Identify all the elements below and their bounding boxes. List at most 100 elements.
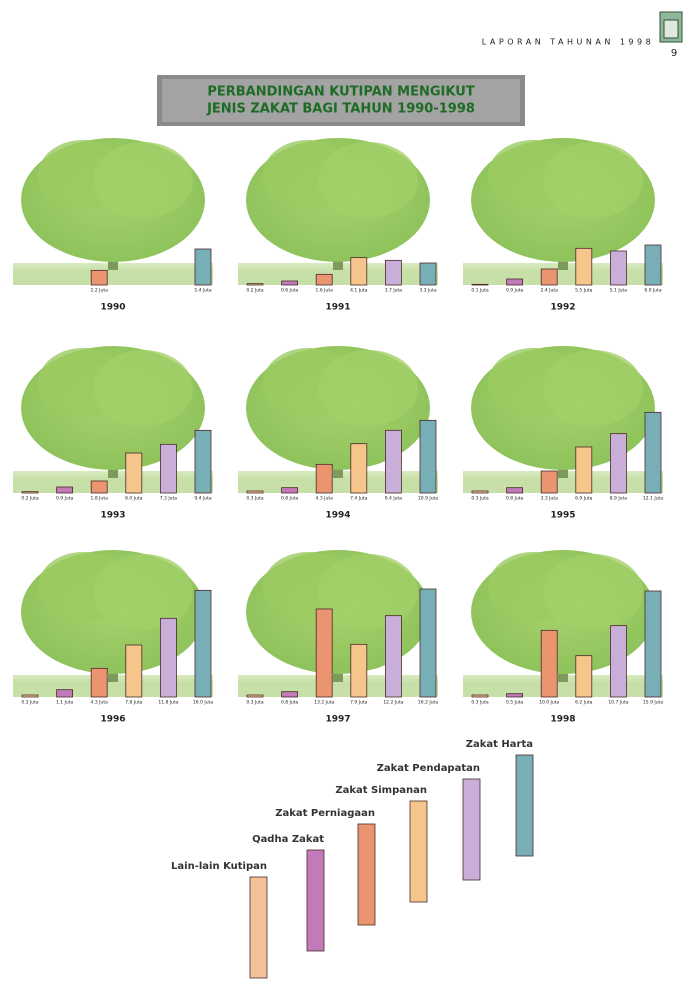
- ground: [13, 481, 213, 493]
- bar: [644, 590, 662, 698]
- chart-year: 1990: [100, 303, 125, 313]
- chart-year: 1996: [100, 715, 125, 725]
- crown: [318, 554, 418, 630]
- bar: [194, 429, 212, 494]
- value-label: 9.4 Juta: [385, 496, 403, 502]
- bar: [644, 411, 662, 494]
- ground: [463, 481, 663, 493]
- bar: [246, 694, 264, 698]
- bar: [350, 643, 368, 698]
- value-label: 9.4 Juta: [194, 496, 212, 502]
- bar: [90, 269, 108, 286]
- legend-label: Zakat Pendapatan: [377, 763, 480, 774]
- value-label: 11.8 Juta: [158, 700, 178, 706]
- value-label: 0.8 Juta: [506, 496, 524, 502]
- bar: [194, 248, 212, 286]
- value-label: 12.1 Juta: [643, 496, 663, 502]
- bar: [540, 268, 558, 286]
- value-label: 8.9 Juta: [610, 496, 628, 502]
- bar: [644, 244, 662, 286]
- tree-background: [238, 138, 438, 285]
- legend-swatch: [515, 754, 534, 857]
- value-label: 7.3 Juta: [160, 496, 178, 502]
- bar: [575, 655, 593, 698]
- title-line: PERBANDINGAN KUTIPAN MENGIKUT: [207, 85, 474, 100]
- value-label: 1.8 Juta: [91, 496, 109, 502]
- bar: [471, 490, 489, 494]
- bar: [471, 694, 489, 698]
- title-box: PERBANDINGAN KUTIPAN MENGIKUT JENIS ZAKA…: [157, 75, 525, 126]
- chart-year: 1991: [325, 303, 350, 313]
- logo: [659, 11, 683, 43]
- ground: [238, 481, 438, 493]
- bar: [194, 589, 212, 698]
- bar: [315, 608, 333, 698]
- tree-background: [238, 550, 438, 697]
- chart-year: 1997: [325, 715, 350, 725]
- value-label: 15.9 Juta: [643, 700, 663, 706]
- crown: [318, 142, 418, 218]
- crown: [543, 554, 643, 630]
- ground: [13, 273, 213, 285]
- ground: [13, 685, 213, 697]
- legend-label: Zakat Harta: [466, 739, 533, 750]
- value-label: 0.2 Juta: [246, 288, 264, 294]
- value-label: 5.4 Juta: [194, 288, 212, 294]
- value-label: 6.0 Juta: [125, 496, 143, 502]
- header-text: LAPORAN TAHUNAN 1998: [482, 38, 654, 47]
- value-label: 4.3 Juta: [91, 700, 109, 706]
- bar: [125, 644, 143, 698]
- crown: [543, 142, 643, 218]
- legend-swatch: [249, 876, 268, 979]
- value-label: 5.5 Juta: [575, 288, 593, 294]
- bar: [610, 433, 627, 494]
- bar: [56, 689, 73, 698]
- bar: [575, 446, 593, 494]
- bar: [610, 250, 627, 286]
- bar: [419, 262, 437, 286]
- chart-year: 1998: [550, 715, 575, 725]
- crown: [93, 554, 193, 630]
- bar: [506, 487, 524, 494]
- value-label: 4.1 Juta: [350, 288, 368, 294]
- page-number: 9: [671, 48, 677, 59]
- value-label: 10.7 Juta: [608, 700, 628, 706]
- crown: [93, 350, 193, 426]
- value-label: 1.1 Juta: [56, 700, 74, 706]
- charts: 2.2 Juta 5.4 Juta 1990 0.2 Juta 0.6 Juta 1.6 …: [13, 138, 663, 725]
- value-label: 0.8 Juta: [281, 496, 299, 502]
- value-label: 3.3 Juta: [419, 288, 437, 294]
- bar: [56, 486, 73, 494]
- value-label: 6.0 Juta: [644, 288, 662, 294]
- value-label: 0.9 Juta: [56, 496, 74, 502]
- bar: [384, 429, 402, 494]
- bar: [315, 273, 333, 286]
- legend-label: Qadha Zakat: [252, 834, 324, 845]
- value-label: 7.9 Juta: [350, 700, 368, 706]
- value-label: 4.3 Juta: [316, 496, 334, 502]
- bar: [384, 259, 402, 286]
- tree-background: [13, 346, 213, 493]
- crown: [318, 350, 418, 426]
- value-label: 0.5 Juta: [506, 700, 524, 706]
- value-label: 3.7 Juta: [385, 288, 403, 294]
- bar: [21, 491, 39, 494]
- value-label: 0.3 Juta: [471, 496, 489, 502]
- value-label: 0.9 Juta: [506, 288, 524, 294]
- ground: [463, 273, 663, 285]
- legend: Lain-lain Kutipan Qadha Zakat Zakat Pernia…: [171, 739, 534, 979]
- value-label: 10.0 Juta: [539, 700, 559, 706]
- title-line: JENIS ZAKAT BAGI TAHUN 1990-1998: [206, 102, 475, 117]
- value-label: 1.6 Juta: [316, 288, 334, 294]
- value-label: 0.8 Juta: [281, 700, 299, 706]
- bar: [384, 615, 402, 698]
- ground: [238, 685, 438, 697]
- bar: [246, 490, 264, 494]
- value-label: 7.8 Juta: [125, 700, 143, 706]
- legend-label: Zakat Simpanan: [335, 785, 427, 796]
- value-label: 6.9 Juta: [575, 496, 593, 502]
- value-label: 7.4 Juta: [350, 496, 368, 502]
- bar: [540, 629, 558, 698]
- legend-label: Lain-lain Kutipan: [171, 861, 267, 872]
